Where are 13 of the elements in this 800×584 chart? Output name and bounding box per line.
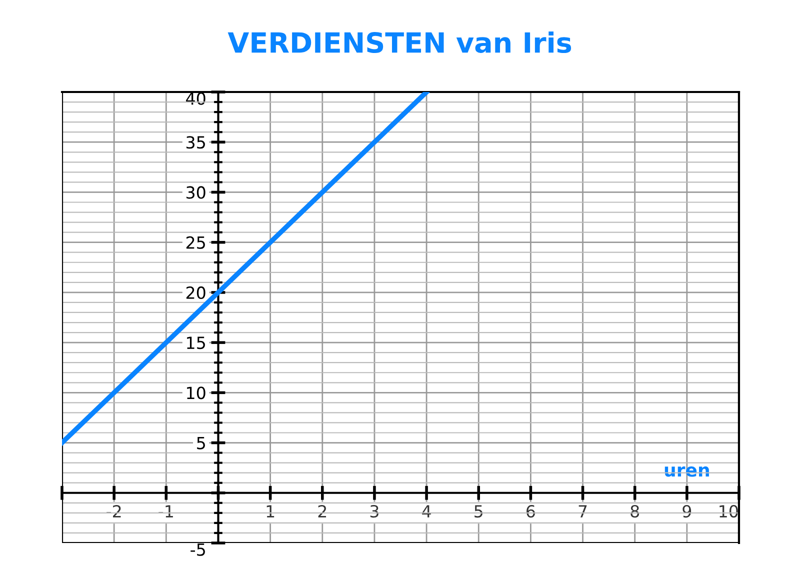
x-tick-label: 3: [370, 504, 378, 518]
y-tick-label: 30: [186, 186, 206, 199]
x-axis-title: uren: [664, 466, 709, 477]
y-tick-label: 35: [186, 136, 205, 149]
y-tick-label: 5: [197, 436, 205, 450]
x-tick-label: 5: [474, 505, 482, 518]
y-tick-label: -5: [190, 544, 205, 556]
y-tick-label: 25: [186, 236, 205, 249]
y-tick-label: 20: [186, 286, 206, 300]
chart-title: VERDIENSTEN van Iris: [228, 32, 572, 54]
x-tick-label: 1: [266, 505, 274, 518]
y-tick-label: 15: [187, 336, 205, 350]
y-tick-label: 10: [187, 386, 206, 400]
